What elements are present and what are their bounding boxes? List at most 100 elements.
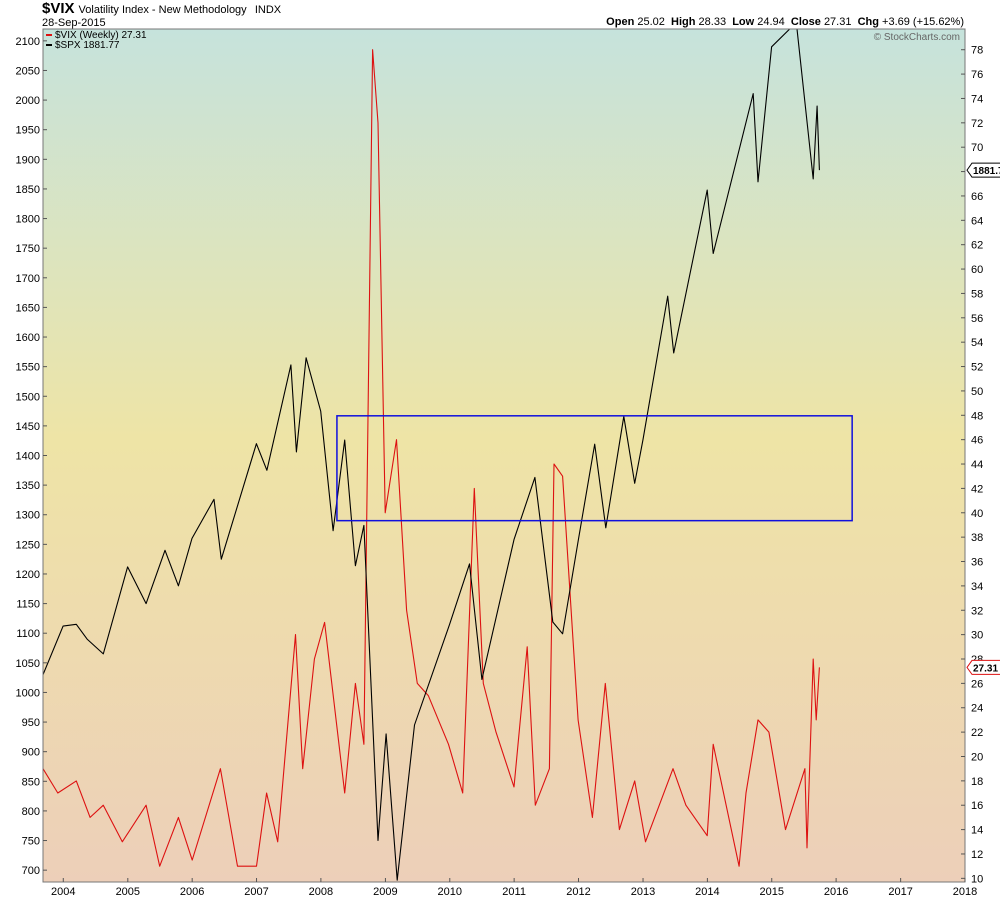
y-left-tick-label: 1700 <box>16 273 40 285</box>
x-tick-label: 2009 <box>373 886 397 898</box>
y-left-tick-label: 1850 <box>16 184 40 196</box>
y-left-tick-label: 1050 <box>16 658 40 670</box>
y-left-tick-label: 1500 <box>16 391 40 403</box>
highlight-box <box>336 415 853 522</box>
close-label: Close <box>790 16 821 28</box>
y-right-tick-label: 34 <box>971 581 983 593</box>
y-right-tick-label: 66 <box>971 191 983 203</box>
y-left-tick-label: 1900 <box>16 154 40 166</box>
x-tick-label: 2011 <box>502 886 526 898</box>
x-tick-label: 2004 <box>51 886 75 898</box>
y-right-tick-label: 58 <box>971 288 983 300</box>
x-tick-label: 2012 <box>566 886 590 898</box>
open-value: 25.02 <box>637 16 665 28</box>
y-right-tick-label: 18 <box>971 776 983 788</box>
x-tick-label: 2015 <box>760 886 784 898</box>
x-tick-label: 2013 <box>631 886 655 898</box>
y-right-tick-label: 16 <box>971 800 983 812</box>
y-right-tick-label: 46 <box>971 435 983 447</box>
x-tick-label: 2008 <box>309 886 333 898</box>
spx-series-line <box>43 29 820 881</box>
y-left-tick-label: 1400 <box>16 451 40 463</box>
y-right-tick-label: 12 <box>971 849 983 861</box>
x-tick-label: 2014 <box>695 886 719 898</box>
high-value: 28.33 <box>698 16 727 28</box>
y-right-tick-label: 14 <box>971 825 983 837</box>
y-left-tick-label: 2100 <box>16 36 40 48</box>
y-right-tick-label: 64 <box>971 215 983 227</box>
low-label: Low <box>732 16 755 28</box>
y-right-tick-label: 74 <box>971 93 983 105</box>
ohlc-summary: Open 25.02 High 28.33 Low 24.94 Close 27… <box>606 16 964 28</box>
y-left-tick-label: 1800 <box>16 214 40 226</box>
y-left-tick-label: 1000 <box>16 687 40 699</box>
y-right-tick-label: 32 <box>971 605 983 617</box>
symbol: $VIX <box>42 0 75 17</box>
x-tick-label: 2010 <box>438 886 462 898</box>
x-tick-label: 2018 <box>953 886 977 898</box>
spx-last-value-tag: 1881.77 <box>966 162 1000 178</box>
x-tick-label: 2016 <box>824 886 848 898</box>
y-left-tick-label: 2000 <box>16 95 40 107</box>
open-label: Open <box>606 16 635 28</box>
y-left-tick-label: 700 <box>22 865 40 877</box>
y-right-tick-label: 10 <box>971 873 983 885</box>
y-right-tick-label: 76 <box>971 69 983 81</box>
y-right-tick-label: 72 <box>971 118 983 130</box>
y-left-tick-label: 1650 <box>16 302 40 314</box>
y-right-tick-label: 42 <box>971 483 983 495</box>
vix-last-value-tag: 27.31 <box>966 659 1000 675</box>
svg-text:1881.77: 1881.77 <box>973 166 1000 177</box>
y-left-tick-label: 1950 <box>16 125 40 137</box>
y-right-tick-label: 70 <box>971 142 983 154</box>
exchange-label: INDX <box>254 4 282 16</box>
y-right-tick-label: 48 <box>971 410 983 422</box>
close-value: 27.31 <box>823 16 852 28</box>
y-right-tick-label: 60 <box>971 264 983 276</box>
x-tick-label: 2007 <box>244 886 268 898</box>
y-right-tick-label: 40 <box>971 508 983 520</box>
y-left-tick-label: 1550 <box>16 362 40 374</box>
chart-date: 28-Sep-2015 <box>42 17 106 29</box>
y-right-tick-label: 78 <box>971 45 983 57</box>
x-tick-label: 2006 <box>180 886 204 898</box>
y-left-tick-label: 2050 <box>16 65 40 77</box>
y-left-tick-label: 800 <box>22 806 40 818</box>
y-right-tick-label: 62 <box>971 240 983 252</box>
vix-series-line <box>43 49 820 867</box>
y-left-tick-label: 750 <box>22 836 40 848</box>
stockcharts-credit: © StockCharts.com <box>873 32 960 43</box>
y-right-tick-label: 36 <box>971 557 983 569</box>
change-value: +3.69 (+15.62%) <box>882 16 964 28</box>
y-right-tick-label: 26 <box>971 678 983 690</box>
legend-entry: $SPX 1881.77 <box>55 40 120 51</box>
y-right-tick-label: 22 <box>971 727 983 739</box>
y-left-tick-label: 1300 <box>16 510 40 522</box>
y-right-tick-label: 38 <box>971 532 983 544</box>
y-left-tick-label: 1450 <box>16 421 40 433</box>
y-left-tick-label: 900 <box>22 747 40 759</box>
y-left-tick-label: 1600 <box>16 332 40 344</box>
y-right-tick-label: 54 <box>971 337 983 349</box>
change-label: Chg <box>857 16 879 28</box>
y-left-tick-label: 1750 <box>16 243 40 255</box>
y-right-tick-label: 52 <box>971 362 983 374</box>
y-right-tick-label: 50 <box>971 386 983 398</box>
y-left-tick-label: 1100 <box>16 628 40 640</box>
chart-title: $VIX Volatility Index - New Methodology I… <box>42 0 281 17</box>
y-right-tick-label: 30 <box>971 630 983 642</box>
high-label: High <box>671 16 696 28</box>
x-tick-label: 2005 <box>116 886 140 898</box>
y-left-tick-label: 1350 <box>16 480 40 492</box>
y-right-tick-label: 56 <box>971 313 983 325</box>
y-right-tick-label: 20 <box>971 751 983 763</box>
y-left-tick-label: 850 <box>22 776 40 788</box>
index-description: Volatility Index - New Methodology <box>78 4 247 16</box>
y-left-tick-label: 1250 <box>16 539 40 551</box>
y-right-tick-label: 24 <box>971 703 983 715</box>
y-left-tick-label: 950 <box>22 717 40 729</box>
plot-background <box>43 29 965 882</box>
low-value: 24.94 <box>757 16 785 28</box>
x-tick-label: 2017 <box>888 886 912 898</box>
